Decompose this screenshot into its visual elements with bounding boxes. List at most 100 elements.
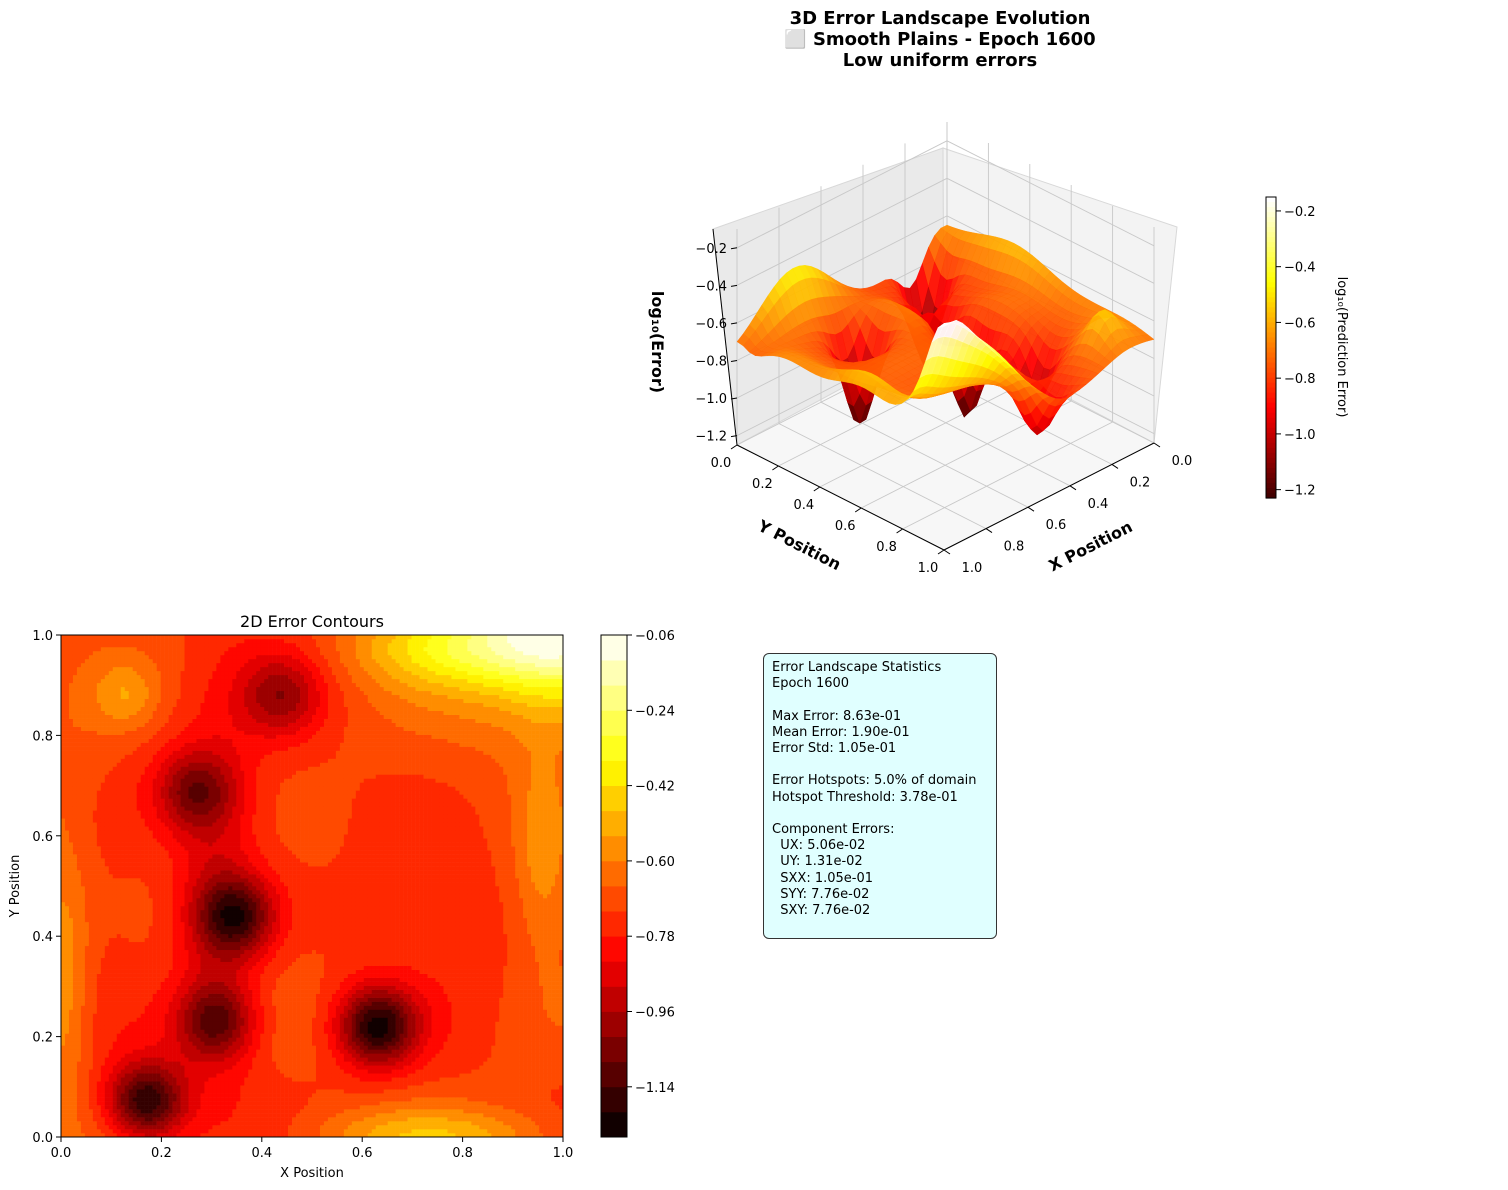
contour-cell	[124, 678, 130, 684]
contour-cell	[120, 638, 126, 644]
contour-cell	[132, 686, 137, 692]
contour-cell	[152, 774, 157, 779]
contour-cell	[156, 981, 161, 986]
contour-cell	[156, 822, 161, 827]
contour-cell	[96, 953, 102, 959]
contour-cell	[96, 710, 102, 715]
contour-cell	[92, 642, 98, 648]
contour-cell	[128, 874, 134, 879]
contour-cell	[84, 738, 90, 743]
contour-cell	[152, 834, 157, 839]
contour-cell	[80, 1093, 86, 1098]
contour-cell	[92, 726, 98, 731]
contour-cell	[104, 929, 110, 935]
x-tick-mark-3d	[1069, 485, 1077, 491]
contour-cell	[104, 953, 110, 959]
contour-cell	[80, 1113, 86, 1118]
contour-cell	[104, 750, 110, 755]
contour-cell	[160, 858, 165, 863]
contour-cell	[120, 1125, 126, 1130]
contour-cell	[132, 846, 137, 851]
contour-cell	[144, 650, 149, 656]
contour-cell	[100, 1129, 106, 1134]
z-tick-label: −0.6	[695, 317, 727, 332]
contour-cell	[104, 913, 110, 919]
contour-cell	[72, 1093, 78, 1098]
contour-cell	[84, 961, 90, 966]
contour-cell	[64, 858, 70, 863]
contour-cell	[148, 742, 153, 747]
contour-cell	[164, 1081, 169, 1086]
contour-cell	[168, 1017, 173, 1022]
contour-cell	[144, 993, 149, 998]
contour-cell	[61, 1089, 66, 1094]
contour-cell	[156, 1041, 161, 1046]
contour-cell	[92, 698, 98, 704]
contour-cell	[168, 726, 173, 731]
contour-cell	[92, 897, 98, 903]
contour-cell	[124, 1133, 130, 1137]
contour-cell	[152, 690, 157, 696]
contour-cell	[68, 666, 74, 672]
contour-cell	[112, 897, 118, 903]
contour-cell	[68, 981, 74, 986]
contour-cell	[136, 730, 141, 735]
contour-cell	[116, 917, 122, 923]
contour-cell	[76, 1061, 82, 1066]
contour-cell	[76, 802, 82, 807]
contour-cell	[124, 1025, 130, 1030]
contour-cell	[61, 754, 66, 759]
contour-cell	[120, 770, 126, 775]
contour-cell	[168, 758, 173, 763]
contour-cell	[84, 1121, 90, 1126]
colorbar-3d-segment	[1266, 212, 1276, 218]
contour-cell	[61, 993, 66, 998]
contour-cell	[132, 874, 137, 879]
contour-cell	[136, 818, 141, 823]
contour-cell	[124, 762, 130, 767]
contour-cell	[64, 1041, 70, 1046]
contour-cell	[120, 1077, 126, 1082]
contour-cell	[172, 997, 177, 1002]
contour-cell	[61, 977, 66, 982]
contour-cell	[160, 874, 165, 879]
contour-cell	[140, 1013, 145, 1018]
contour-cell	[88, 886, 94, 891]
contour-cell	[116, 989, 122, 994]
contour-cell	[88, 738, 94, 743]
contour-cell	[68, 826, 74, 831]
contour-cell	[176, 1077, 181, 1082]
contour-cell	[116, 762, 122, 767]
contour-cell	[88, 897, 94, 903]
contour-cell	[136, 842, 141, 847]
contour-cell	[96, 909, 102, 915]
contour-cell	[72, 726, 78, 731]
contour-cell	[80, 666, 86, 672]
contour-cell	[168, 678, 173, 684]
contour-cell	[140, 1073, 145, 1078]
contour-cell	[72, 1113, 78, 1118]
contour-cell	[132, 694, 137, 700]
contour-cell	[88, 782, 94, 787]
contour-cell	[148, 830, 153, 835]
contour-cell	[104, 957, 110, 962]
contour-cell	[156, 1045, 161, 1050]
contour-cell	[112, 969, 118, 974]
contour-cell	[136, 953, 141, 959]
contour-cell	[168, 766, 173, 771]
contour-cell	[72, 1037, 78, 1042]
contour-cell	[112, 1037, 118, 1042]
contour-cell	[104, 706, 110, 711]
contour-cell	[84, 925, 90, 931]
contour-cell	[64, 750, 70, 755]
contour-cell	[148, 973, 153, 978]
contour-cell	[172, 718, 177, 723]
contour-cell	[172, 1021, 177, 1026]
contour-cell	[88, 1101, 94, 1106]
contour-cell	[160, 818, 165, 823]
contour-cell	[148, 858, 153, 863]
contour-cell	[72, 961, 78, 966]
contour-cell	[160, 638, 165, 644]
contour-cell	[132, 1081, 137, 1086]
contour-cell	[140, 1053, 145, 1058]
